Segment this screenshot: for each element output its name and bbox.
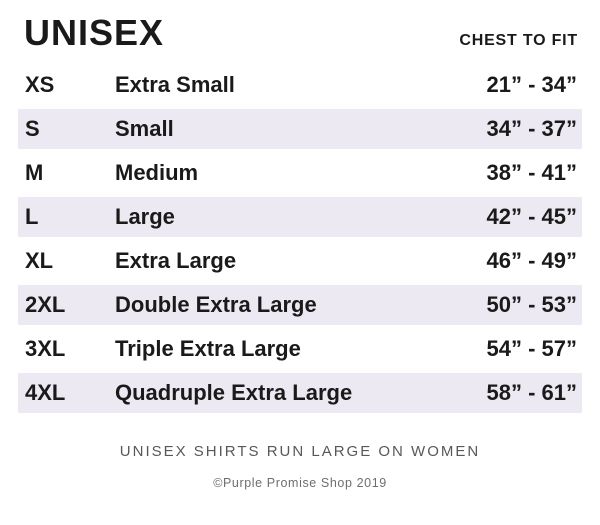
size-abbr: XL bbox=[25, 248, 54, 273]
table-row: L Large 42” - 45” bbox=[18, 195, 582, 239]
size-table: XS Extra Small 21” - 34” S Small 34” - 3… bbox=[0, 63, 600, 415]
table-row: XL Extra Large 46” - 49” bbox=[18, 239, 582, 283]
chart-header: UNISEX CHEST TO FIT bbox=[0, 0, 600, 63]
size-name: Extra Small bbox=[115, 72, 235, 97]
size-abbr: S bbox=[25, 116, 40, 141]
size-abbr: 4XL bbox=[25, 380, 66, 405]
copyright-text: ©Purple Promise Shop 2019 bbox=[213, 476, 387, 490]
size-range: 58” - 61” bbox=[486, 380, 578, 405]
chest-to-fit-label: CHEST TO FIT bbox=[459, 32, 578, 49]
size-name: Quadruple Extra Large bbox=[115, 380, 353, 405]
size-abbr: 2XL bbox=[25, 292, 66, 317]
table-row: XS Extra Small 21” - 34” bbox=[18, 63, 582, 107]
size-range: 54” - 57” bbox=[486, 336, 578, 361]
size-name: Small bbox=[115, 116, 174, 141]
size-name: Triple Extra Large bbox=[115, 336, 301, 361]
table-row: M Medium 38” - 41” bbox=[18, 151, 582, 195]
fit-note: UNISEX SHIRTS RUN LARGE ON WOMEN bbox=[119, 443, 481, 460]
table-row: S Small 34” - 37” bbox=[18, 107, 582, 151]
chart-title: UNISEX bbox=[24, 12, 165, 53]
table-row: 3XL Triple Extra Large 54” - 57” bbox=[18, 327, 582, 371]
size-range: 50” - 53” bbox=[486, 292, 578, 317]
table-row: 2XL Double Extra Large 50” - 53” bbox=[18, 283, 582, 327]
size-name: Medium bbox=[115, 160, 199, 185]
size-name: Large bbox=[115, 204, 175, 229]
size-abbr: 3XL bbox=[25, 336, 66, 361]
size-abbr: M bbox=[25, 160, 44, 185]
size-name: Extra Large bbox=[115, 248, 237, 273]
size-abbr: XS bbox=[25, 72, 55, 97]
size-range: 34” - 37” bbox=[486, 116, 578, 141]
size-abbr: L bbox=[25, 204, 39, 229]
table-row: 4XL Quadruple Extra Large 58” - 61” bbox=[18, 371, 582, 415]
size-range: 38” - 41” bbox=[486, 160, 578, 185]
size-name: Double Extra Large bbox=[115, 292, 317, 317]
size-range: 21” - 34” bbox=[486, 72, 578, 97]
size-range: 46” - 49” bbox=[486, 248, 578, 273]
size-range: 42” - 45” bbox=[486, 204, 578, 229]
